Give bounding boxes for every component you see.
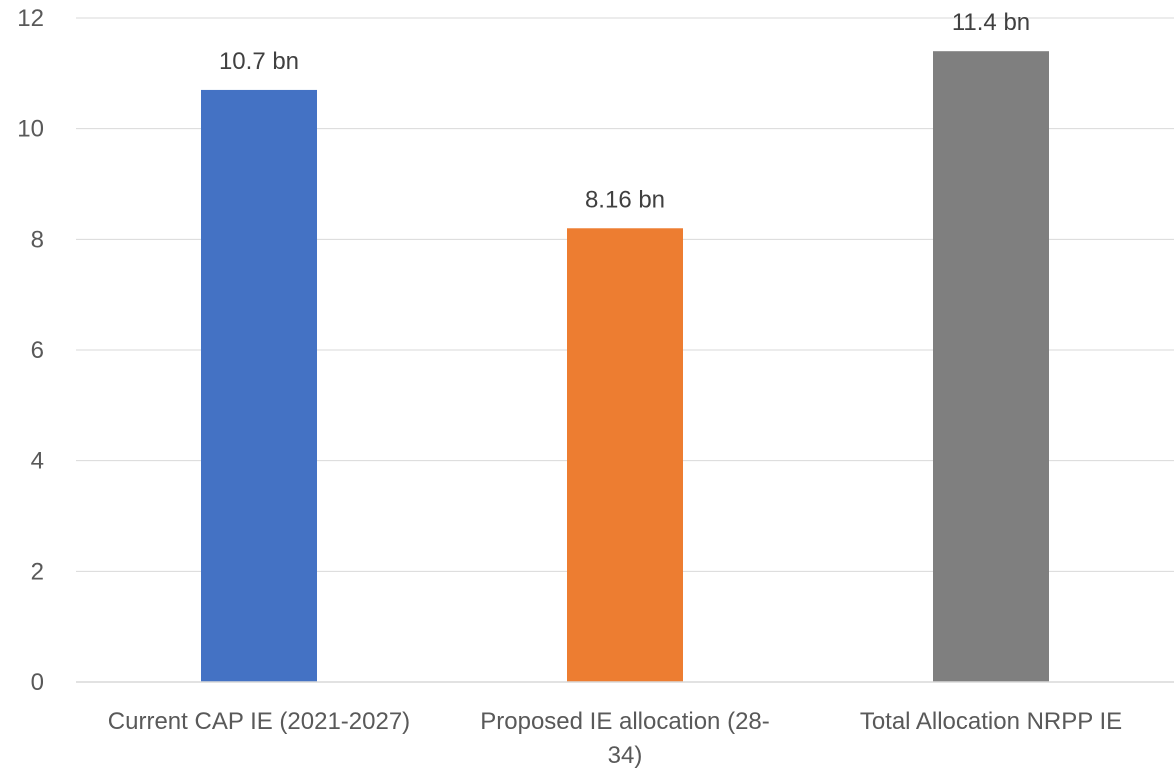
data-label: 11.4 bn: [952, 9, 1030, 36]
y-tick-label: 8: [31, 226, 44, 253]
y-tick-label: 4: [31, 448, 44, 475]
y-tick-label: 0: [31, 669, 44, 696]
bar: [201, 89, 317, 682]
bar: [567, 228, 683, 682]
y-tick-label: 12: [17, 5, 44, 32]
x-category-label: 34): [608, 742, 643, 769]
y-axis: 0 2 4 6 8 10 12: [17, 5, 44, 696]
y-tick-label: 10: [17, 116, 44, 143]
x-category-label: Current CAP IE (2021-2027): [108, 708, 410, 735]
y-tick-label: 6: [31, 337, 44, 364]
bar: [933, 51, 1049, 682]
x-category-label: Total Allocation NRPP IE: [860, 708, 1122, 735]
data-labels: 10.7 bn 8.16 bn 11.4 bn: [219, 9, 1030, 213]
x-category-label: Proposed IE allocation (28-: [480, 708, 770, 735]
data-label: 10.7 bn: [219, 48, 299, 75]
y-tick-label: 2: [31, 558, 44, 585]
bars: [201, 51, 1049, 682]
data-label: 8.16 bn: [585, 186, 665, 213]
x-axis: Current CAP IE (2021-2027) Proposed IE al…: [76, 681, 1174, 769]
